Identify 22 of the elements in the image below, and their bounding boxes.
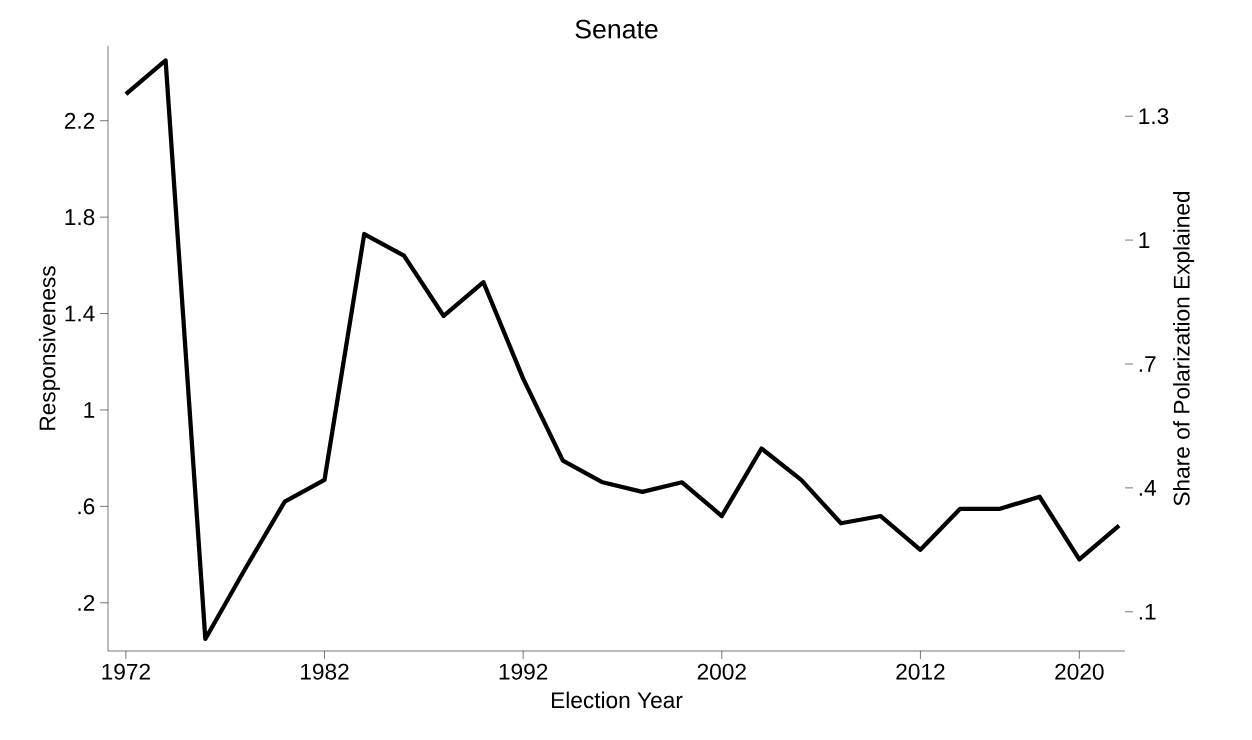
line-series — [123, 58, 1122, 642]
y-tick-label: .2 — [78, 594, 95, 611]
x-tick-label: 2012 — [896, 663, 945, 680]
x-tick-label: 1992 — [499, 663, 548, 680]
y-tick-label: 1.4 — [65, 305, 95, 322]
x-tick-label: 1972 — [102, 663, 150, 680]
y2-tick-label: 1 — [1139, 232, 1150, 248]
chart-title: Senate — [575, 19, 658, 39]
y-tick-label: 1.8 — [65, 209, 95, 226]
y2-tick-label: .7 — [1139, 356, 1156, 372]
x-axis-title: Election Year — [552, 691, 683, 709]
y2-tick-label: 1.3 — [1139, 108, 1169, 125]
x-tick-label: 2002 — [697, 663, 746, 680]
y2-tick-label: .4 — [1139, 480, 1156, 496]
y-axis-title: Responsiveness — [38, 266, 60, 430]
y-tick-label: 1 — [84, 402, 95, 418]
y2-axis-title: Share of Polarization Explained — [1173, 191, 1195, 506]
y2-tick-label: .1 — [1139, 603, 1156, 620]
x-tick-label: 2020 — [1055, 663, 1104, 680]
x-tick-label: 1982 — [301, 663, 349, 680]
y-tick-label: .6 — [78, 498, 95, 515]
y-tick-label: 2.2 — [64, 112, 95, 129]
